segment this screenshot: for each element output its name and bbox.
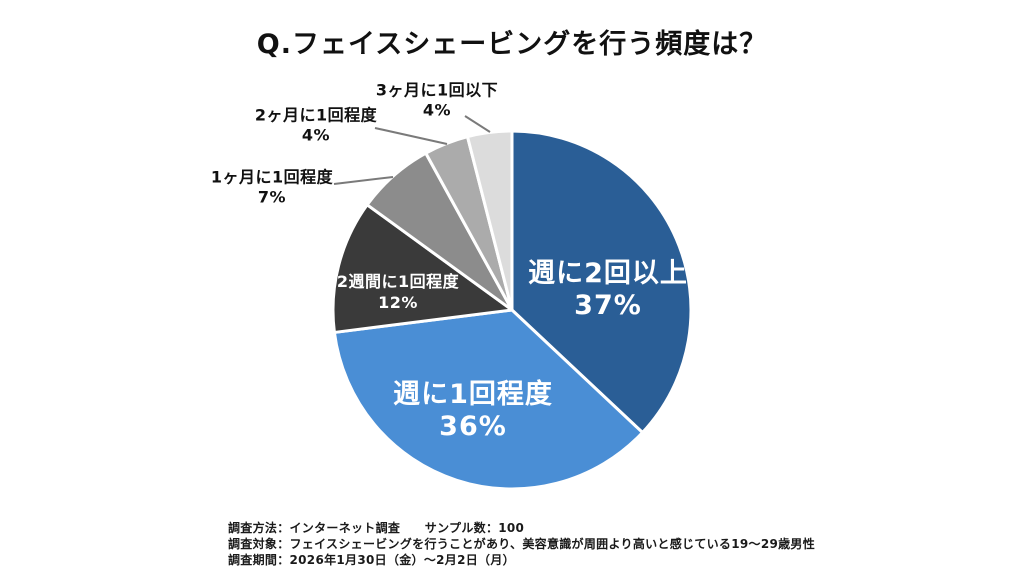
leader-line-5 — [464, 115, 491, 133]
survey-period: 調査期間：2026年1月30日（金）〜2月2日（月） — [228, 552, 515, 567]
leader-line-3 — [333, 176, 394, 185]
pie-slice-1 — [332, 308, 644, 491]
survey-notes: 調査方法：インターネット調査 サンプル数：100 調査対象：フェイスシェービング… — [228, 521, 815, 568]
chart-title: Q.フェイスシェービングを行う頻度は？ — [256, 29, 768, 60]
pie-slice-2 — [331, 203, 514, 334]
survey-method: 調査方法：インターネット調査 サンプル数：100 — [228, 521, 525, 535]
pie-slice-0 — [510, 129, 693, 435]
leader-line-4 — [374, 127, 448, 145]
survey-target: 調査対象：フェイスシェービングを行うことがあり、美容意識が周囲より高いと感じてい… — [228, 536, 816, 551]
